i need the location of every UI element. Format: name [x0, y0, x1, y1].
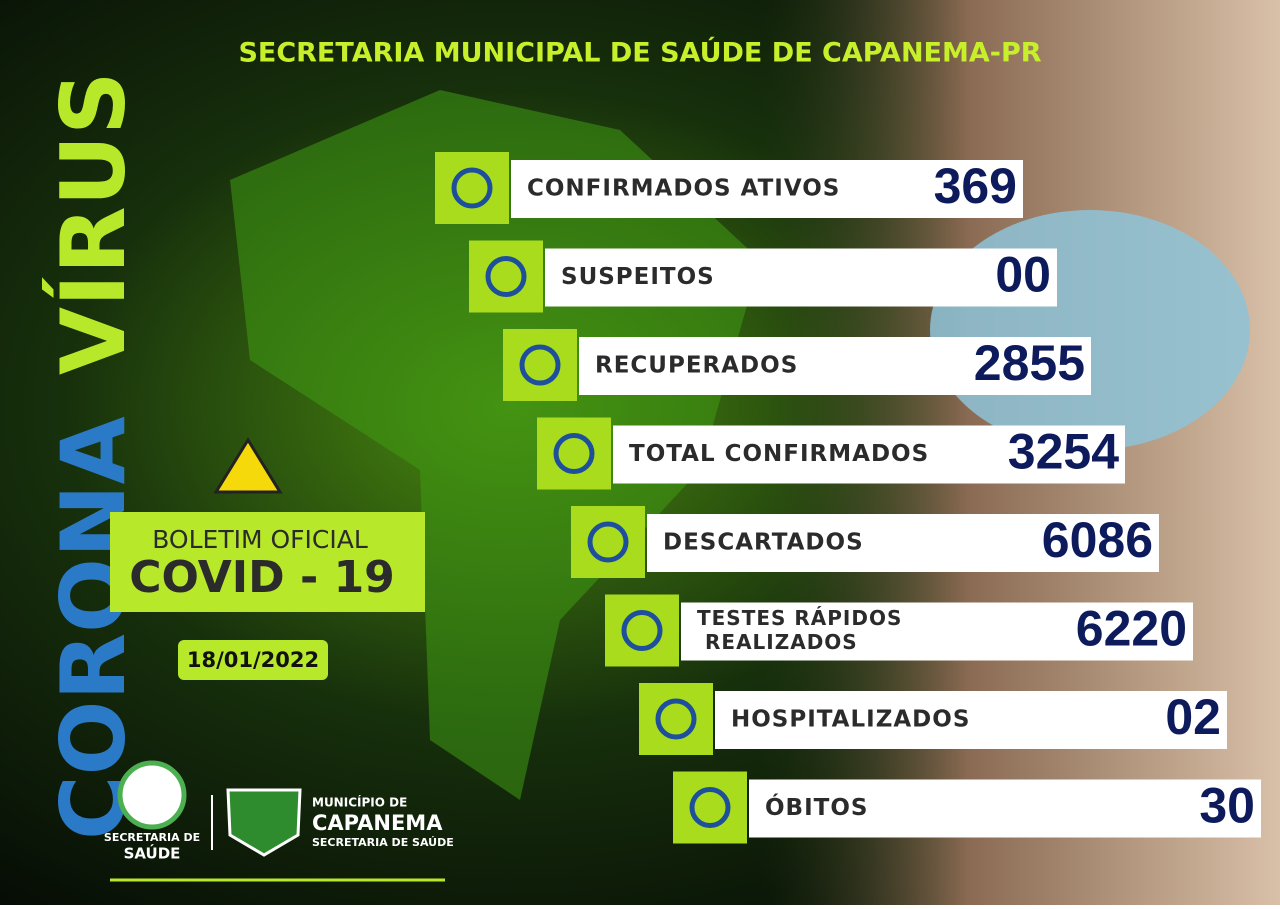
stat-icon — [485, 256, 527, 297]
stat-icon-box — [605, 594, 679, 667]
stat-bar — [511, 160, 1023, 218]
stat-icon — [621, 610, 663, 651]
logo-text: SAÚDE — [124, 844, 181, 863]
stat-value: 02 — [1165, 689, 1221, 745]
mask — [930, 210, 1250, 450]
stat-value: 00 — [995, 247, 1051, 303]
side-word: CORONA — [42, 416, 145, 840]
logo-text: CAPANEMA — [312, 811, 443, 835]
stat-icon — [519, 344, 561, 386]
bulletin-line: BOLETIM OFICIAL — [152, 525, 368, 554]
stat-value: 6086 — [1042, 512, 1153, 568]
stat-bar — [715, 691, 1227, 749]
stat-icon-box — [503, 329, 577, 401]
stat-label: SUSPEITOS — [561, 264, 715, 290]
date-box — [178, 640, 328, 680]
warning-icon — [213, 437, 283, 494]
stat-bar — [749, 779, 1261, 838]
header-title: SECRETARIA MUNICIPAL DE SAÚDE DE CAPANEM… — [238, 37, 1041, 69]
stat-label: RECUPERADOS — [595, 353, 798, 379]
stat-icon-box — [469, 240, 543, 313]
logo-text: SECRETARIA DE — [104, 831, 200, 844]
logo-text: MUNICÍPIO DE — [312, 795, 407, 810]
stat-icon — [451, 167, 493, 209]
stat-bar — [545, 248, 1057, 307]
stat-value: 3254 — [1008, 424, 1119, 480]
stat-bar — [613, 425, 1125, 484]
stat-label: ÓBITOS — [765, 793, 868, 821]
stat-label: CONFIRMADOS ATIVOS — [527, 176, 840, 202]
stat-icon-box — [571, 506, 645, 578]
stat-value: 30 — [1199, 778, 1255, 834]
bulletin-box — [110, 512, 425, 612]
stats: CONFIRMADOS ATIVOS 369 SUSPEITOS 00 RECUPERA… — [435, 152, 1261, 844]
coat-of-arms — [226, 788, 302, 857]
stat-label: REALIZADOS — [705, 630, 858, 654]
stat-icon-box — [673, 771, 747, 844]
bulletin-title: COVID - 19 — [129, 552, 395, 603]
logo-text: SECRETARIA DE SAÚDE — [312, 836, 454, 849]
stat-icon — [587, 521, 629, 563]
stat-icon-box — [639, 683, 713, 755]
stat-icon — [655, 698, 697, 740]
stat-bar — [579, 337, 1091, 395]
stat-label: TOTAL CONFIRMADOS — [629, 441, 929, 467]
stat-icon-box — [537, 417, 611, 490]
stat-bar — [647, 514, 1159, 572]
logo — [117, 760, 187, 830]
stat-label: TESTES RÁPIDOS — [697, 606, 902, 630]
stat-value: 369 — [934, 158, 1017, 214]
side-word: VÍRUS — [42, 72, 145, 375]
stat-icon — [689, 787, 731, 828]
date: 18/01/2022 — [187, 648, 319, 672]
stat-icon-box — [435, 152, 509, 224]
stat-label: HOSPITALIZADOS — [731, 707, 970, 733]
stat-value: 2855 — [974, 335, 1085, 391]
stat-label: DESCARTADOS — [663, 530, 864, 556]
stat-value: 6220 — [1076, 601, 1187, 657]
stat-icon — [553, 433, 595, 474]
stat-bar — [681, 602, 1193, 661]
